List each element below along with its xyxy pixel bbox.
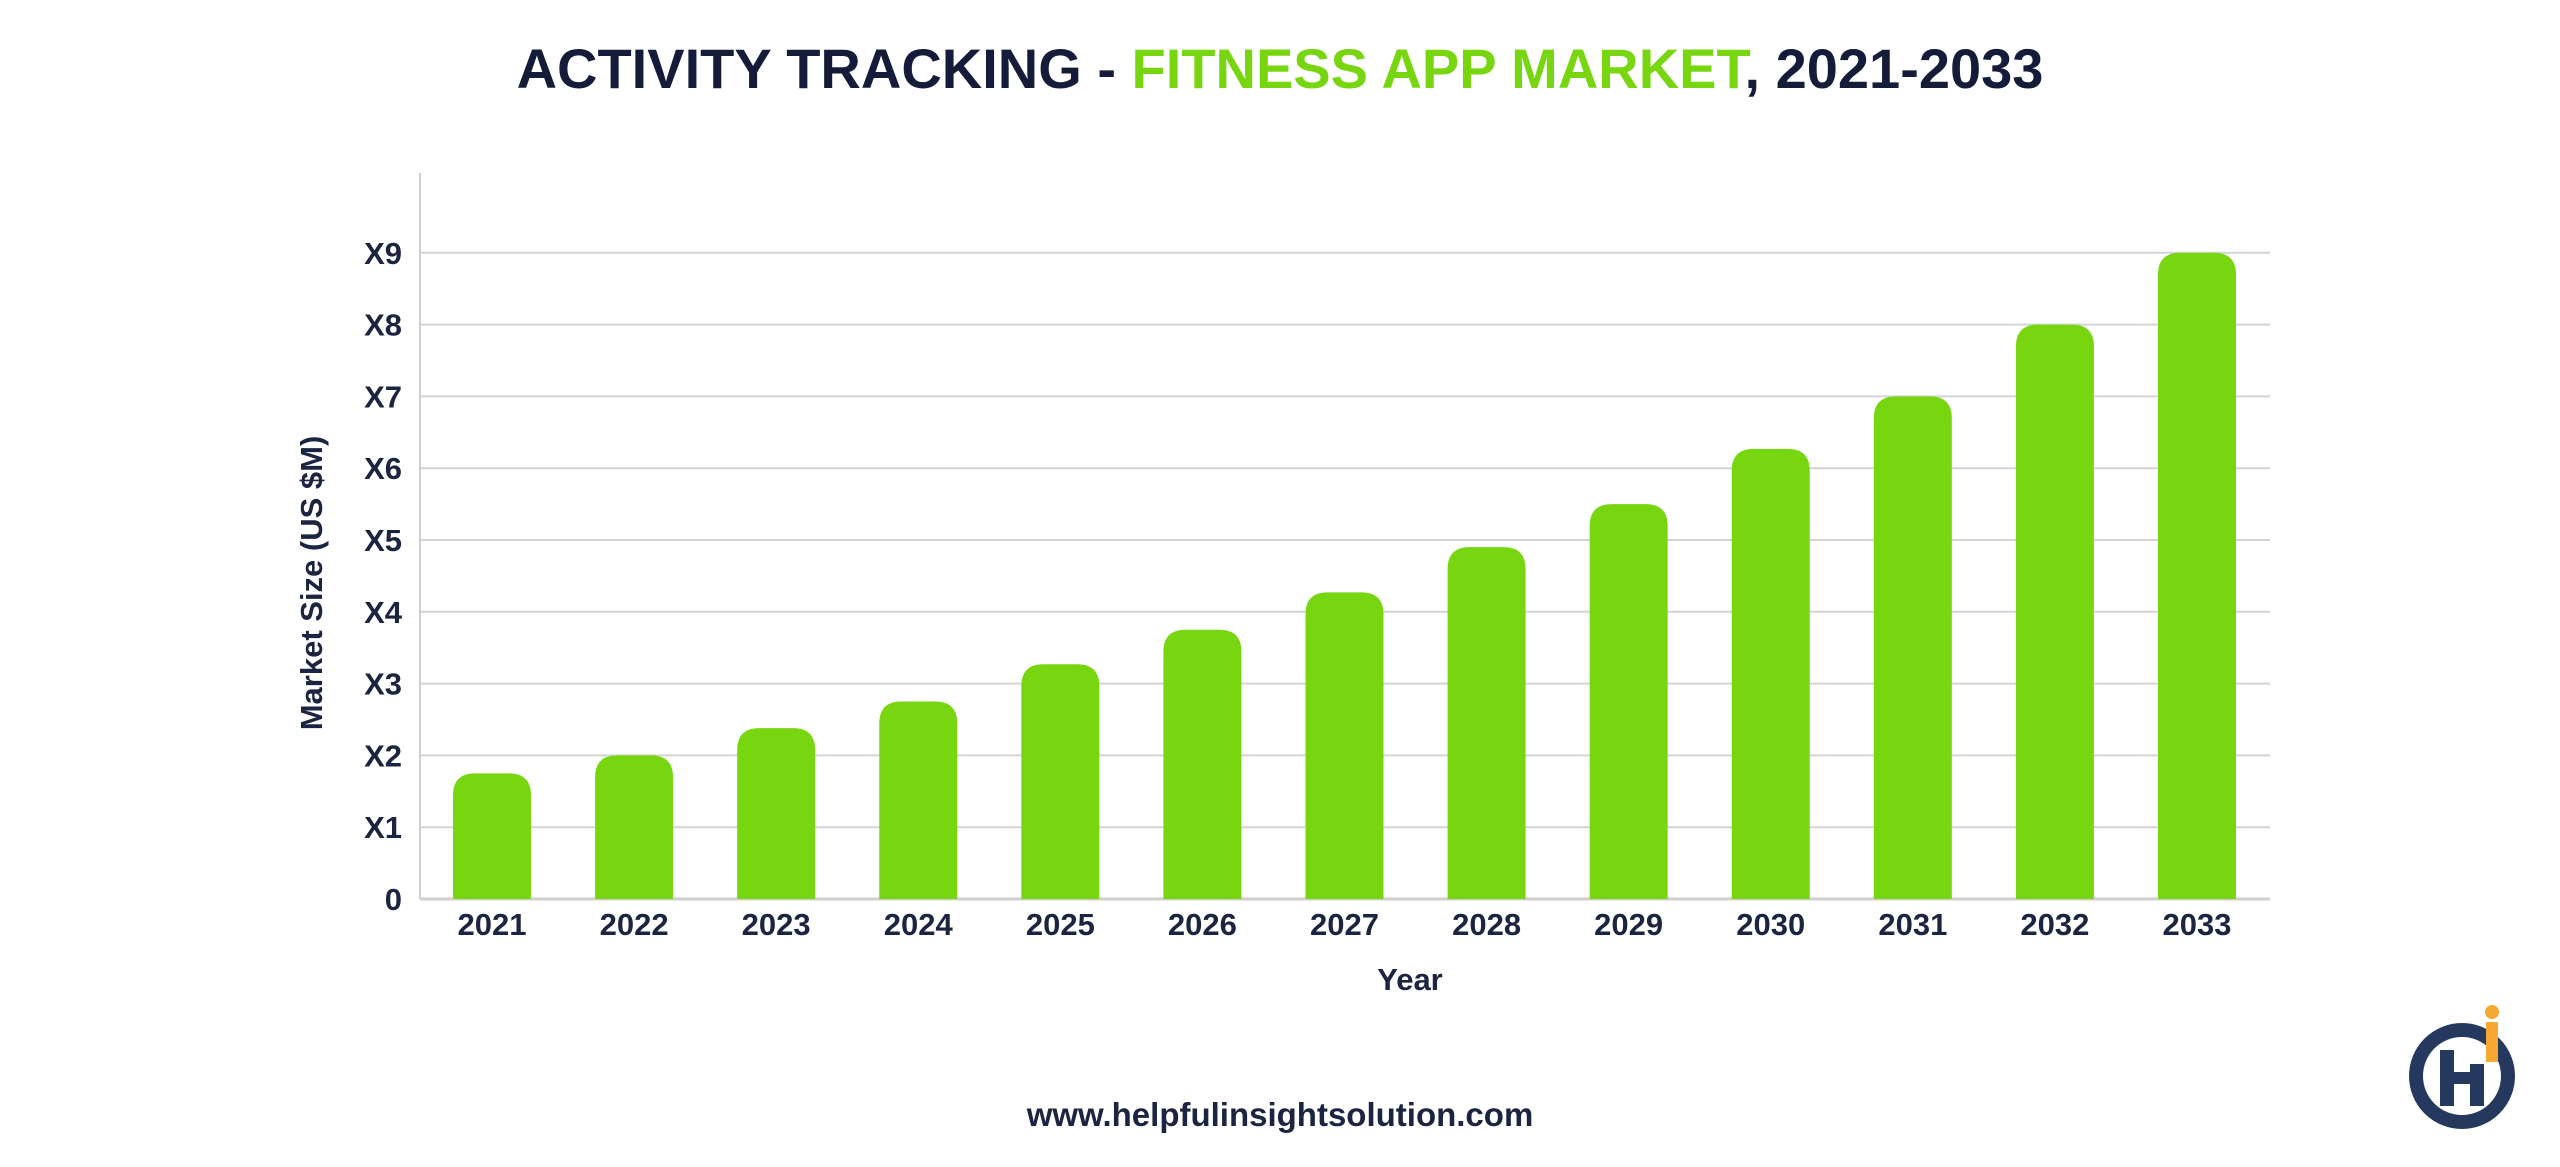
x-tick-label: 2023 <box>742 907 811 942</box>
bar-2026 <box>1163 629 1242 899</box>
y-tick-label: X8 <box>364 308 402 343</box>
y-tick-label: X7 <box>364 379 402 414</box>
bar-2028 <box>1447 547 1526 899</box>
y-tick-label: X5 <box>364 523 402 558</box>
y-tick-labels: 0 X1 X2 X3 X4 X5 X6 X7 X8 X9 <box>364 236 403 917</box>
x-tick-label: 2026 <box>1168 907 1237 942</box>
x-tick-label: 2030 <box>1736 907 1805 942</box>
x-tick-label: 2022 <box>600 907 669 942</box>
y-tick-label: X2 <box>364 738 402 773</box>
bar-2030 <box>1731 448 1810 899</box>
helpful-insight-logo-icon <box>2400 1000 2540 1140</box>
bar-2023 <box>737 728 816 899</box>
x-axis-label: Year <box>1377 962 1443 997</box>
bar-2032 <box>2015 324 2094 900</box>
y-tick-label: 0 <box>385 882 402 917</box>
x-tick-label: 2032 <box>2020 907 2089 942</box>
website-footer: www.helpfulinsightsolution.com <box>1026 1096 1534 1133</box>
title-part-1: ACTIVITY TRACKING - <box>516 37 1132 100</box>
title-part-3: , 2021-2033 <box>1744 37 2044 100</box>
x-tick-label: 2031 <box>1878 907 1947 942</box>
y-tick-label: X6 <box>364 451 402 486</box>
x-tick-labels: 2021 2022 2023 2024 2025 2026 2027 2028 2029 2030… <box>458 907 2232 942</box>
x-tick-label: 2027 <box>1310 907 1379 942</box>
bar-2025 <box>1021 664 1100 899</box>
y-tick-label: X9 <box>364 236 402 271</box>
y-tick-label: X1 <box>364 810 402 845</box>
y-tick-label: X4 <box>364 595 403 630</box>
x-tick-label: 2021 <box>458 907 527 942</box>
bar-2031 <box>1873 396 1952 899</box>
bar-2022 <box>595 755 674 899</box>
bar-2033 <box>2158 252 2236 900</box>
x-tick-label: 2024 <box>884 907 954 942</box>
bar-2027 <box>1305 592 1384 899</box>
chart-title: ACTIVITY TRACKING - FITNESS APP MARKET, … <box>0 36 2560 101</box>
bars <box>453 252 2236 900</box>
x-tick-label: 2033 <box>2163 907 2232 942</box>
x-tick-label: 2029 <box>1594 907 1663 942</box>
y-axis-label: Market Size (US $M) <box>294 436 329 731</box>
x-tick-label: 2028 <box>1452 907 1521 942</box>
bar-2024 <box>879 701 958 899</box>
bar-2029 <box>1589 504 1668 899</box>
bar-2021 <box>453 773 531 899</box>
title-accent: FITNESS APP MARKET <box>1131 37 1745 100</box>
x-tick-label: 2025 <box>1026 907 1095 942</box>
y-tick-label: X3 <box>364 667 402 702</box>
